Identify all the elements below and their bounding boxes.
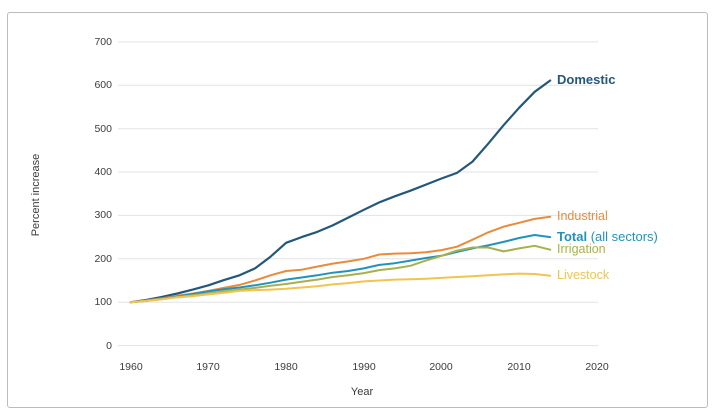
y-tick-label-300: 300 — [94, 209, 112, 221]
y-tick-label-600: 600 — [94, 79, 112, 91]
x-axis-title: Year — [350, 386, 374, 398]
y-axis-title: Percent increase — [30, 153, 42, 237]
y-tick-label-700: 700 — [94, 36, 112, 48]
x-tick-label-2000: 2000 — [429, 361, 453, 373]
x-tick-label-1970: 1970 — [196, 361, 220, 373]
x-tick-label-1960: 1960 — [119, 361, 143, 373]
y-tick-label-0: 0 — [106, 340, 112, 352]
series-label-livestock: Livestock — [557, 268, 610, 282]
y-tick-label-500: 500 — [94, 123, 112, 135]
series-label-total-bold: Total — [557, 229, 588, 244]
x-tick-label-1980: 1980 — [274, 361, 298, 373]
y-tick-label-100: 100 — [94, 296, 112, 308]
chart-card-border — [7, 12, 708, 408]
series-label-total-rest: (all sectors) — [587, 229, 658, 244]
line-total — [129, 234, 552, 304]
series-label-industrial: Industrial — [557, 209, 608, 223]
x-tick-label-2020: 2020 — [585, 361, 609, 373]
x-tick-label-1990: 1990 — [352, 361, 376, 373]
series-label-total: Total (all sectors) — [557, 229, 658, 244]
y-tick-label-400: 400 — [94, 166, 112, 178]
y-tick-label-200: 200 — [94, 253, 112, 265]
line-livestock — [129, 272, 552, 304]
x-tick-label-2010: 2010 — [507, 361, 531, 373]
series-label-domestic: Domestic — [557, 72, 616, 87]
series-label-irrigation: Irrigation — [557, 242, 606, 256]
line-domestic — [129, 79, 552, 304]
